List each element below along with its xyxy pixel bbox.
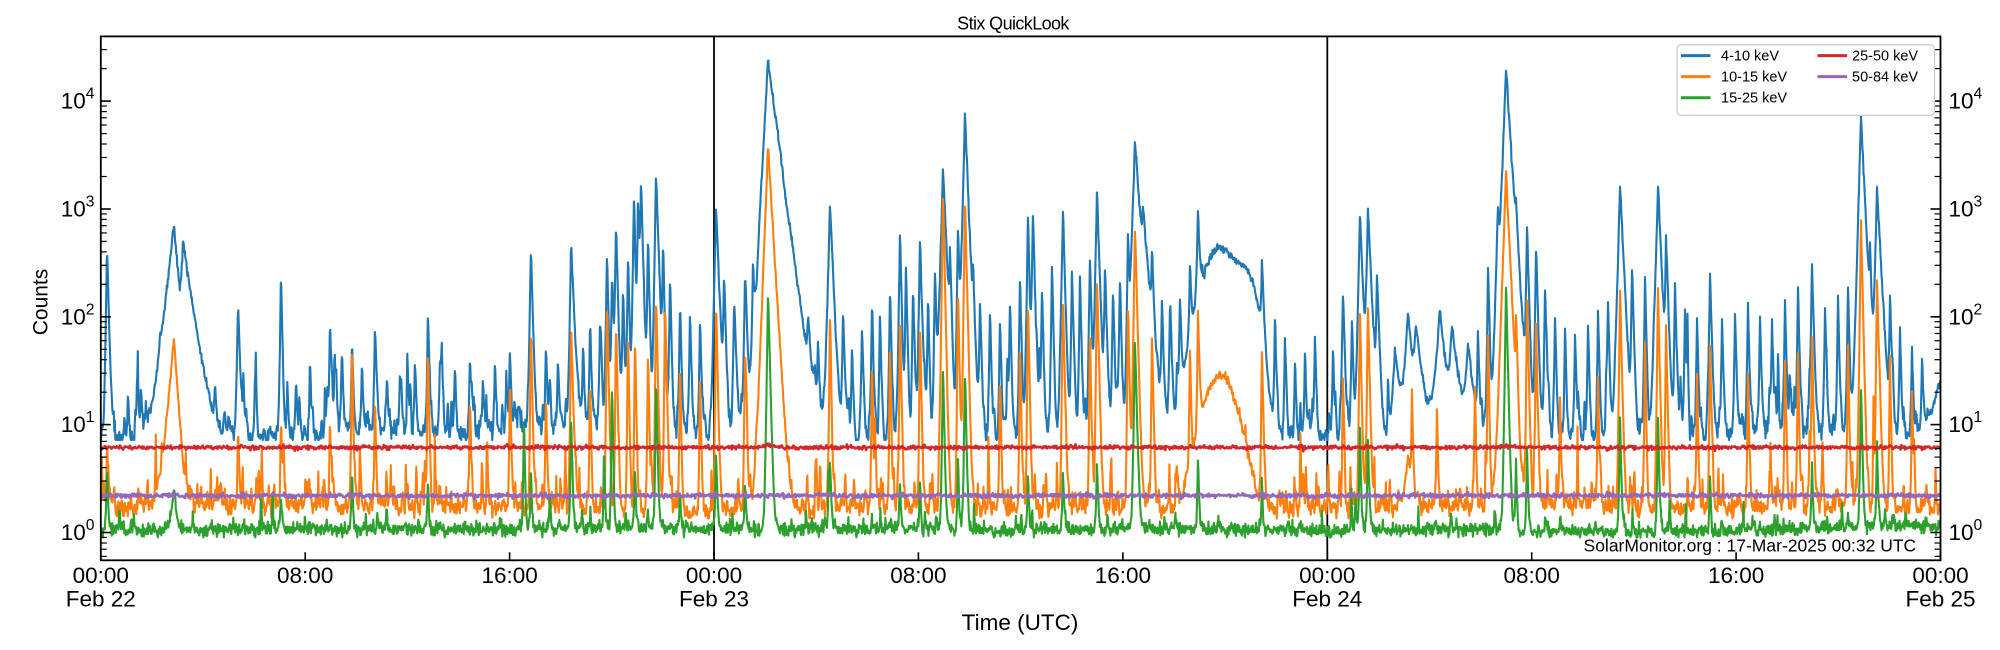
svg-text:16:00: 16:00 — [1095, 563, 1151, 588]
svg-text:4-10 keV: 4-10 keV — [1721, 49, 1779, 65]
svg-text:16:00: 16:00 — [1708, 563, 1764, 588]
svg-text:16:00: 16:00 — [481, 563, 537, 588]
svg-text:00:00: 00:00 — [1299, 563, 1355, 588]
svg-text:Feb 22: Feb 22 — [66, 587, 136, 612]
svg-text:00:00: 00:00 — [73, 563, 129, 588]
svg-text:15-25 keV: 15-25 keV — [1721, 91, 1787, 107]
svg-text:Counts: Counts — [30, 269, 53, 336]
svg-text:00:00: 00:00 — [1912, 563, 1968, 588]
svg-text:08:00: 08:00 — [1504, 563, 1560, 588]
svg-text:08:00: 08:00 — [277, 563, 333, 588]
svg-text:25-50 keV: 25-50 keV — [1852, 49, 1918, 65]
svg-text:103: 103 — [61, 194, 95, 222]
svg-text:10-15 keV: 10-15 keV — [1721, 70, 1787, 86]
svg-text:08:00: 08:00 — [890, 563, 946, 588]
svg-text:Feb 25: Feb 25 — [1905, 587, 1975, 612]
svg-text:00:00: 00:00 — [686, 563, 742, 588]
svg-text:SolarMonitor.org : 17-Mar-2025: SolarMonitor.org : 17-Mar-2025 00:32 UTC — [1584, 536, 1917, 556]
svg-text:Feb 24: Feb 24 — [1292, 587, 1362, 612]
svg-text:Feb 23: Feb 23 — [679, 587, 749, 612]
svg-text:Stix QuickLook: Stix QuickLook — [957, 14, 1070, 34]
svg-text:Time (UTC): Time (UTC) — [962, 610, 1079, 635]
svg-text:50-84 keV: 50-84 keV — [1852, 70, 1918, 86]
